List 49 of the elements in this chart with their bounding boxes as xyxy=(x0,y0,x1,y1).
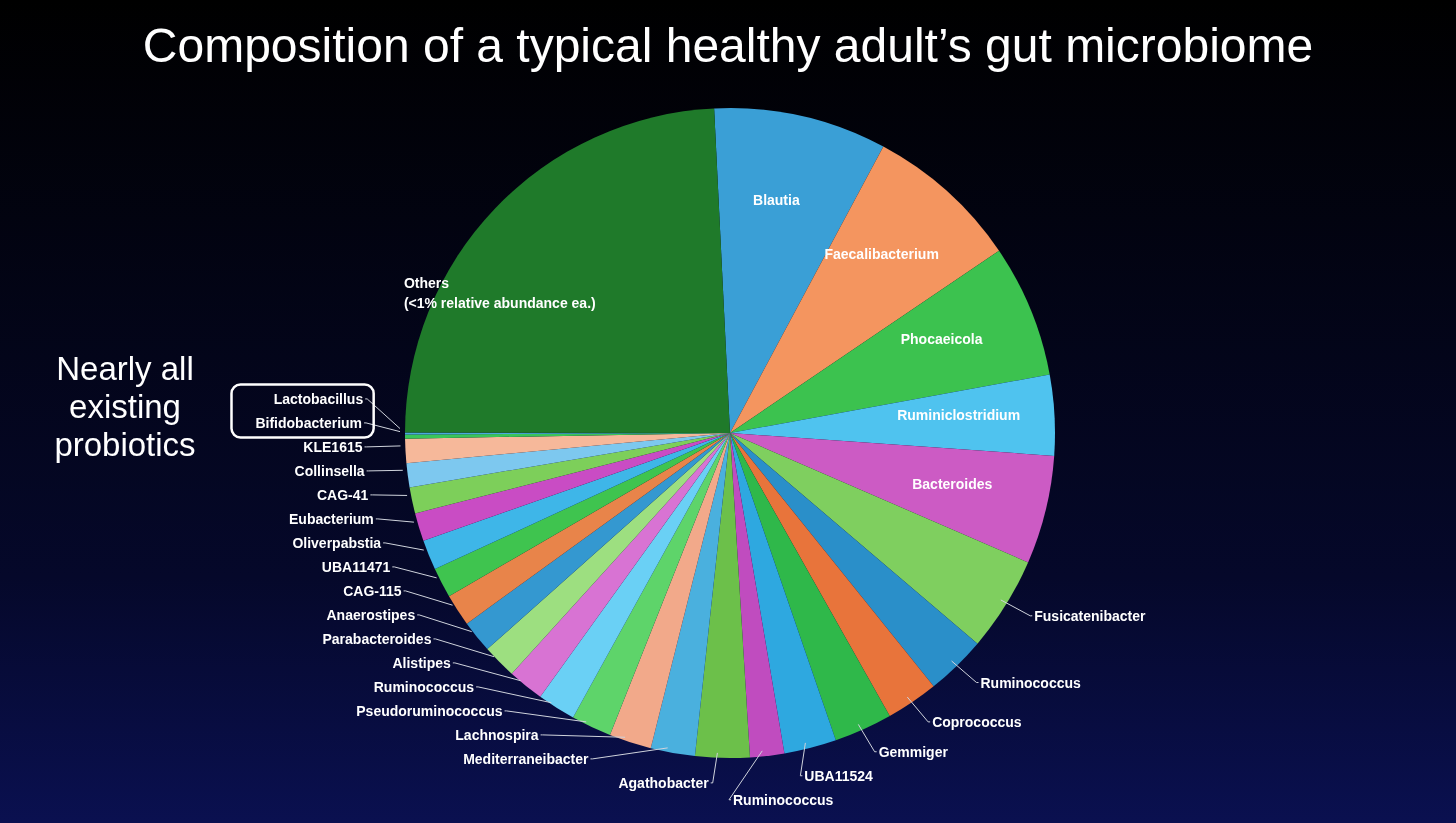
slice-label: Collinsella xyxy=(294,462,365,479)
pie-slice xyxy=(406,433,730,488)
slice-label: Anaerostipes xyxy=(326,606,416,623)
slice-label: Fusicatenibacter xyxy=(1034,607,1147,624)
slice-label: CAG-115 xyxy=(343,582,402,599)
slice-label: Parabacteroides xyxy=(322,630,432,647)
slice-label: CAG-41 xyxy=(317,486,369,503)
slice-label: Bacteroides xyxy=(912,475,993,492)
slice-label: Phocaeicola xyxy=(900,331,983,348)
slice-label: Ruminococcus xyxy=(980,674,1082,691)
pie-slice xyxy=(730,250,1050,433)
slice-label: Bifidobacterium xyxy=(255,414,363,431)
slice-label: Alistipes xyxy=(392,654,452,671)
slice-label: Oliverpabstia xyxy=(292,534,382,551)
slice-label: Ruminococcus xyxy=(733,791,834,808)
pie-slice xyxy=(730,374,1055,456)
slice-label: Coprococcus xyxy=(932,713,1022,730)
slice-label: Agathobacter xyxy=(618,774,710,791)
pie-slice xyxy=(730,433,890,741)
slice-label: Lachnospira xyxy=(455,726,539,743)
pie-slice xyxy=(730,433,836,754)
pie-slice xyxy=(449,433,730,624)
slice-label: Faecalibacterium xyxy=(824,246,939,263)
pie-slice xyxy=(730,433,785,758)
slice-label: Mediterraneibacter xyxy=(463,750,589,767)
slice-label: Pseudoruminococcus xyxy=(356,702,503,719)
pie-slice xyxy=(405,108,730,433)
slice-label: Eubacterium xyxy=(289,510,374,527)
slice-label: Lactobacillus xyxy=(273,390,364,407)
pie-slice xyxy=(487,433,730,674)
slice-label: Blautia xyxy=(753,191,800,208)
pie-slice xyxy=(415,433,730,541)
pie-slice xyxy=(423,433,730,570)
pie-slice xyxy=(730,433,1029,644)
slice-label: UBA11524 xyxy=(804,767,874,784)
slice-label: UBA11471 xyxy=(321,558,391,575)
slice-label: KLE1615 xyxy=(303,438,363,455)
pie-slice xyxy=(609,433,730,749)
text: Nearly all existing probiotics xyxy=(53,350,197,464)
pie-slice xyxy=(573,433,730,736)
slice-label: Others (<1% relative abundance ea.) xyxy=(403,275,596,312)
slice-label: Ruminococcus xyxy=(373,678,475,695)
chart-title: Composition of a typical healthy adult’s gut microbiome xyxy=(141,18,1315,73)
pie-slice xyxy=(540,433,730,718)
slice-label: Ruminiclostridium xyxy=(897,407,1021,424)
pie-slice xyxy=(409,433,730,514)
pie-slice xyxy=(650,433,730,757)
slice-label: Gemmiger xyxy=(878,743,949,760)
pie-slice xyxy=(730,433,1055,563)
